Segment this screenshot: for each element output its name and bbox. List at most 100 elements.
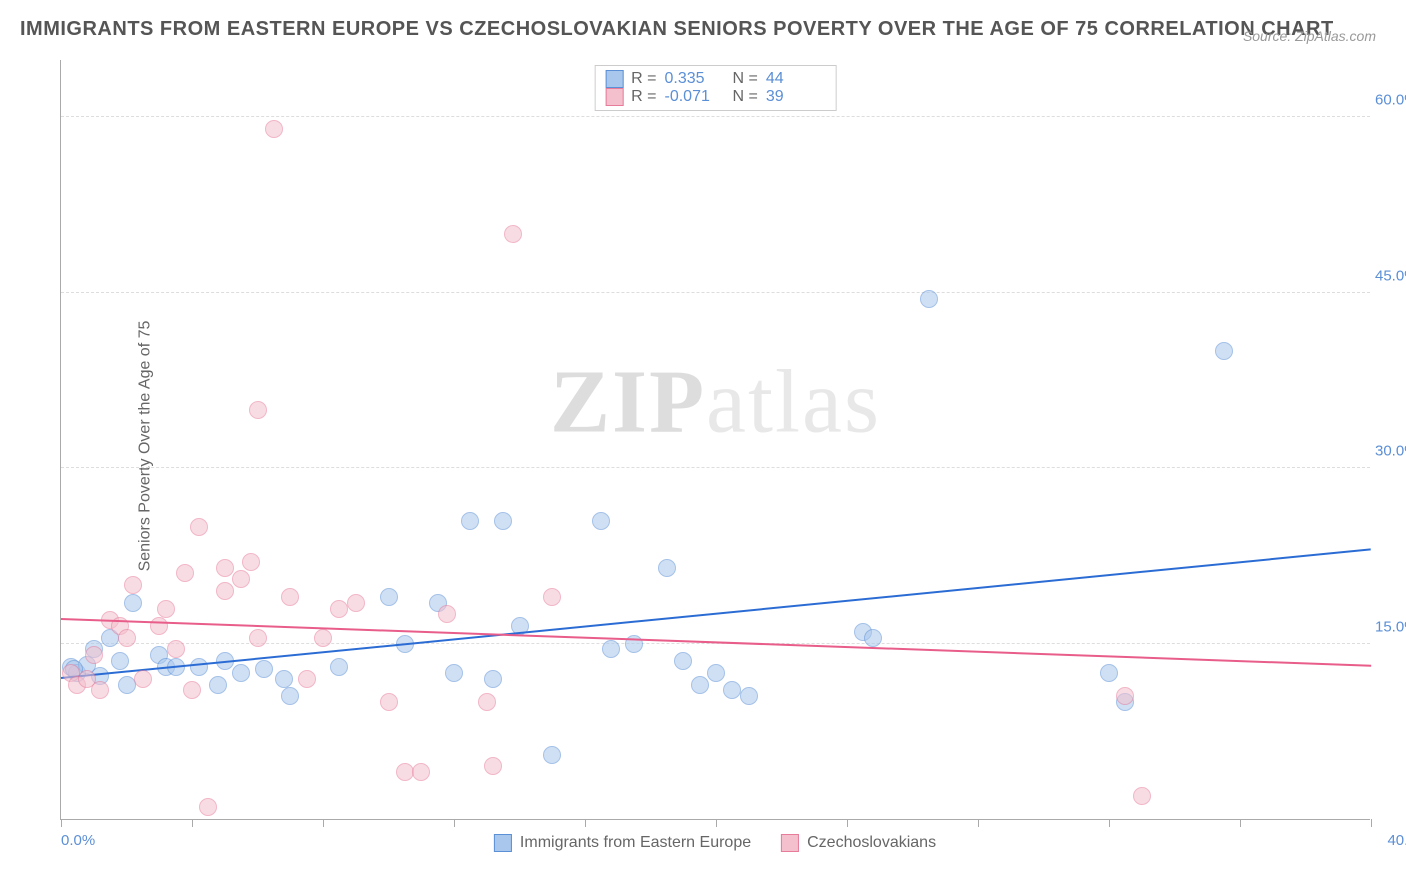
- stats-row: R = -0.071 N = 39: [605, 88, 826, 106]
- data-point: [494, 512, 512, 530]
- x-tick: [454, 819, 455, 827]
- series-swatch: [605, 70, 623, 88]
- data-point: [249, 401, 267, 419]
- data-point: [674, 652, 692, 670]
- data-point: [232, 570, 250, 588]
- series-swatch: [781, 834, 799, 852]
- data-point: [199, 798, 217, 816]
- data-point: [281, 687, 299, 705]
- data-point: [124, 576, 142, 594]
- data-point: [330, 658, 348, 676]
- x-tick: [585, 819, 586, 827]
- x-tick: [61, 819, 62, 827]
- data-point: [412, 763, 430, 781]
- data-point: [124, 594, 142, 612]
- n-value: 44: [766, 70, 826, 88]
- data-point: [190, 658, 208, 676]
- y-tick-label: 15.0%: [1375, 618, 1406, 635]
- x-tick-label: 40.0%: [1387, 832, 1406, 849]
- data-point: [183, 681, 201, 699]
- y-tick-label: 45.0%: [1375, 267, 1406, 284]
- data-point: [275, 670, 293, 688]
- data-point: [111, 652, 129, 670]
- data-point: [380, 588, 398, 606]
- data-point: [602, 640, 620, 658]
- x-tick: [323, 819, 324, 827]
- chart-title: IMMIGRANTS FROM EASTERN EUROPE VS CZECHO…: [20, 18, 1334, 41]
- data-point: [242, 553, 260, 571]
- data-point: [543, 746, 561, 764]
- watermark: ZIPatlas: [550, 350, 881, 453]
- data-point: [134, 670, 152, 688]
- data-point: [298, 670, 316, 688]
- data-point: [707, 664, 725, 682]
- x-tick: [716, 819, 717, 827]
- r-value: 0.335: [665, 70, 725, 88]
- data-point: [85, 646, 103, 664]
- data-point: [190, 518, 208, 536]
- r-label: R =: [631, 70, 656, 88]
- x-tick: [192, 819, 193, 827]
- data-point: [445, 664, 463, 682]
- legend-label: Immigrants from Eastern Europe: [520, 834, 751, 852]
- r-label: R =: [631, 88, 656, 106]
- data-point: [740, 687, 758, 705]
- y-tick-label: 60.0%: [1375, 92, 1406, 109]
- data-point: [330, 600, 348, 618]
- n-label: N =: [733, 70, 758, 88]
- data-point: [150, 617, 168, 635]
- data-point: [543, 588, 561, 606]
- data-point: [438, 605, 456, 623]
- chart-area: ZIPatlas R =0.335N =44R =-0.071N =39 15.…: [60, 60, 1370, 820]
- data-point: [281, 588, 299, 606]
- data-point: [91, 681, 109, 699]
- data-point: [1133, 787, 1151, 805]
- data-point: [347, 594, 365, 612]
- data-point: [864, 629, 882, 647]
- data-point: [255, 660, 273, 678]
- n-label: N =: [733, 88, 758, 106]
- x-tick: [847, 819, 848, 827]
- data-point: [658, 559, 676, 577]
- data-point: [176, 564, 194, 582]
- stats-row: R = 0.335 N = 44: [605, 70, 826, 88]
- data-point: [396, 763, 414, 781]
- data-point: [167, 640, 185, 658]
- data-point: [592, 512, 610, 530]
- data-point: [1215, 342, 1233, 360]
- data-point: [157, 600, 175, 618]
- series-swatch: [605, 88, 623, 106]
- data-point: [504, 225, 522, 243]
- data-point: [216, 582, 234, 600]
- data-point: [484, 670, 502, 688]
- series-swatch: [494, 834, 512, 852]
- data-point: [723, 681, 741, 699]
- bottom-legend: Immigrants from Eastern Europe Czechoslov…: [494, 834, 936, 852]
- data-point: [232, 664, 250, 682]
- data-point: [920, 290, 938, 308]
- gridline: [61, 467, 1370, 468]
- data-point: [461, 512, 479, 530]
- data-point: [216, 559, 234, 577]
- legend-item: Czechoslovakians: [781, 834, 936, 852]
- data-point: [249, 629, 267, 647]
- legend-label: Czechoslovakians: [807, 834, 936, 852]
- x-tick: [1240, 819, 1241, 827]
- data-point: [380, 693, 398, 711]
- gridline: [61, 292, 1370, 293]
- data-point: [691, 676, 709, 694]
- x-tick: [978, 819, 979, 827]
- x-tick: [1371, 819, 1372, 827]
- data-point: [265, 120, 283, 138]
- data-point: [1100, 664, 1118, 682]
- n-value: 39: [766, 88, 826, 106]
- x-tick: [1109, 819, 1110, 827]
- data-point: [1116, 687, 1134, 705]
- data-point: [484, 757, 502, 775]
- r-value: -0.071: [665, 88, 725, 106]
- data-point: [118, 676, 136, 694]
- data-point: [209, 676, 227, 694]
- data-point: [478, 693, 496, 711]
- legend-item: Immigrants from Eastern Europe: [494, 834, 751, 852]
- stats-legend-box: R = 0.335 N = 44 R = -0.071 N = 39: [594, 65, 837, 111]
